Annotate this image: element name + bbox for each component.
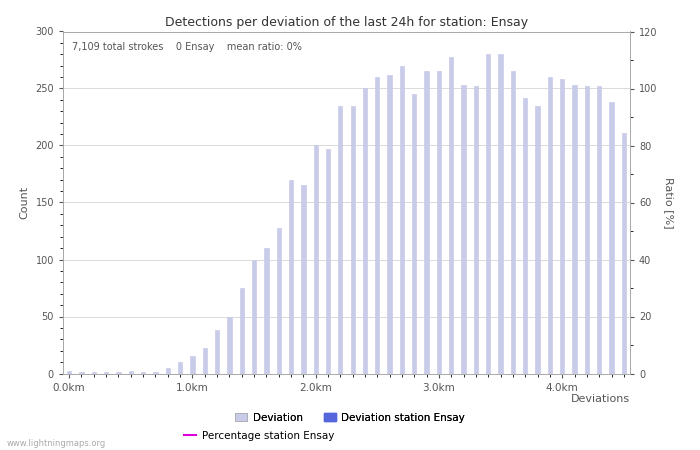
Bar: [573, 85, 577, 374]
Bar: [289, 180, 293, 374]
Bar: [116, 372, 120, 374]
Bar: [363, 89, 367, 374]
Bar: [92, 372, 96, 374]
Bar: [239, 288, 244, 374]
Bar: [264, 248, 269, 374]
Bar: [129, 371, 133, 374]
Bar: [437, 72, 441, 374]
Bar: [215, 330, 219, 374]
Bar: [104, 372, 108, 374]
Bar: [412, 94, 416, 374]
Bar: [79, 372, 83, 374]
Bar: [511, 72, 515, 374]
Bar: [523, 98, 527, 374]
Bar: [67, 371, 71, 374]
Bar: [461, 85, 466, 374]
Bar: [449, 57, 454, 373]
Bar: [547, 77, 552, 373]
Bar: [166, 368, 170, 374]
Bar: [584, 86, 589, 374]
Bar: [314, 145, 318, 373]
Text: www.lightningmaps.org: www.lightningmaps.org: [7, 439, 106, 448]
Legend: Percentage station Ensay: Percentage station Ensay: [180, 427, 338, 445]
Bar: [276, 228, 281, 374]
Bar: [498, 54, 503, 374]
Text: Deviations: Deviations: [571, 394, 630, 404]
Bar: [178, 362, 182, 373]
Bar: [474, 86, 478, 374]
Bar: [424, 72, 429, 374]
Bar: [202, 348, 207, 374]
Bar: [252, 260, 256, 374]
Text: 7,109 total strokes    0 Ensay    mean ratio: 0%: 7,109 total strokes 0 Ensay mean ratio: …: [71, 42, 302, 52]
Bar: [597, 86, 601, 374]
Bar: [622, 133, 626, 374]
Bar: [400, 66, 404, 373]
Bar: [375, 77, 379, 373]
Bar: [388, 75, 392, 373]
Legend: Deviation, Deviation station Ensay: Deviation, Deviation station Ensay: [231, 409, 469, 427]
Y-axis label: Ratio [%]: Ratio [%]: [664, 177, 674, 228]
Bar: [153, 372, 158, 374]
Bar: [141, 372, 146, 374]
Bar: [326, 149, 330, 374]
Bar: [338, 106, 342, 374]
Bar: [351, 106, 355, 374]
Bar: [486, 54, 491, 374]
Bar: [301, 185, 305, 374]
Bar: [228, 316, 232, 373]
Bar: [536, 106, 540, 374]
Bar: [560, 79, 564, 373]
Title: Detections per deviation of the last 24h for station: Ensay: Detections per deviation of the last 24h…: [165, 16, 528, 29]
Y-axis label: Count: Count: [20, 186, 30, 219]
Bar: [610, 102, 614, 374]
Bar: [190, 356, 195, 374]
